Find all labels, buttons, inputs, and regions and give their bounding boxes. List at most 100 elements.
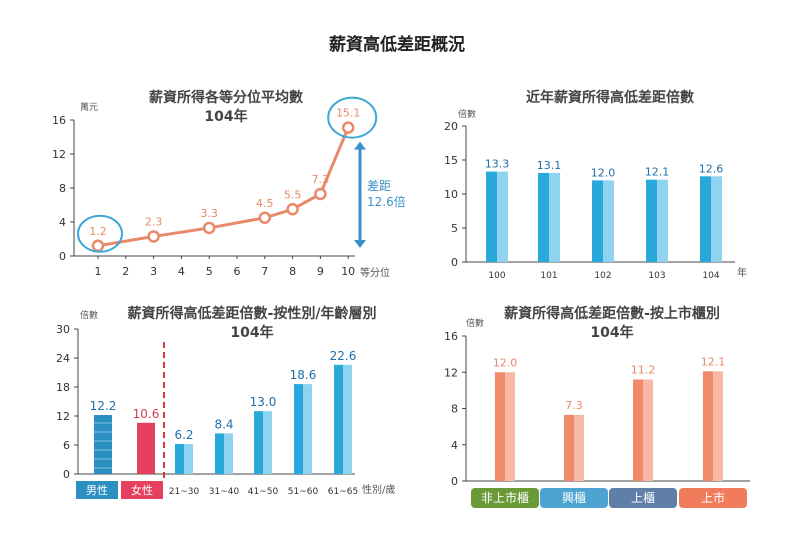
gender-age-bar-chart: 薪資所得高低差距倍數-按性別/年齡層別 104年 倍數 性別/歲 0 6 12 18 2… <box>56 305 395 499</box>
chart3-badge-male-label: 男性 <box>86 483 108 497</box>
chart1-highlight-min <box>77 214 123 253</box>
chart1-y-tick-label: 12 <box>52 148 66 161</box>
chart4-bar-dark <box>633 379 643 481</box>
chart3-x-tick-label: 61~65 <box>328 487 358 497</box>
main-title: 薪資高低差距概況 <box>329 34 465 55</box>
chart4-bar-light <box>643 379 653 481</box>
chart3-y-tick-label: 6 <box>63 439 70 452</box>
chart2-bar <box>700 176 722 262</box>
chart1-highlight-max <box>327 96 378 139</box>
chart4-category-badge: 興櫃 <box>540 488 608 508</box>
chart3-data-label: 12.2 <box>90 399 117 413</box>
chart3-bar-age <box>215 433 233 474</box>
chart2-bar-light <box>497 171 508 262</box>
chart2-bar <box>646 179 668 262</box>
chart4-bar <box>495 372 515 481</box>
chart4-category-badge: 上櫃 <box>609 488 677 508</box>
chart2-y-tick-label: 20 <box>444 120 458 133</box>
chart1-x-tick-label: 7 <box>261 265 268 278</box>
chart4-y-tick-label: 12 <box>444 366 458 379</box>
chart3-bar-age-light <box>303 384 312 474</box>
chart1-gap-arrow-head-bottom <box>354 240 366 248</box>
chart2-data-label: 12.0 <box>591 166 616 179</box>
chart2-x-tick-label: 104 <box>702 271 719 281</box>
chart4-bar-light <box>505 372 515 481</box>
chart3-bar-age-dark <box>334 364 343 474</box>
chart1-annotation-line2: 12.6倍 <box>367 194 406 209</box>
chart2-data-label: 13.3 <box>485 158 510 171</box>
chart3-bar-age-light <box>224 433 233 474</box>
chart1-gap-arrow <box>354 141 366 248</box>
chart2-y-tick-label: 0 <box>451 256 458 269</box>
chart4-bar-light <box>574 414 584 481</box>
chart3-bar-female <box>137 422 155 474</box>
chart1-annotation-line1: 差距 <box>367 179 391 193</box>
chart4-category-badge-bg <box>540 488 608 508</box>
chart3-data-label: 10.6 <box>133 407 160 421</box>
chart2-xlabel: 年 <box>737 266 747 279</box>
chart1-point <box>91 239 105 253</box>
chart1-x-tick-label: 10 <box>341 265 355 278</box>
chart3-bar-age-dark <box>175 444 184 474</box>
chart4-category-badge-bg <box>471 488 539 508</box>
chart3-ylabel: 倍數 <box>80 309 98 321</box>
chart2-bar <box>486 171 508 262</box>
chart1-x-tick-label: 9 <box>317 265 324 278</box>
chart4-category-badge-bg <box>679 488 747 508</box>
chart4-y-tick-label: 0 <box>451 475 458 488</box>
chart3-data-label: 6.2 <box>174 428 193 442</box>
chart4-data-label: 7.3 <box>565 399 583 412</box>
chart1-ylabel: 萬元 <box>80 101 98 113</box>
chart3-y-tick-label: 0 <box>63 468 70 481</box>
chart3-bar-age <box>294 384 312 474</box>
chart3-bar-female-fill <box>137 422 155 474</box>
chart3-bar-age <box>254 411 272 474</box>
chart3-badge-male-bg <box>76 481 118 499</box>
chart3-badge-female-label: 女性 <box>131 483 153 497</box>
chart4-title: 薪資所得高低差距倍數-按上市櫃別 <box>504 305 720 322</box>
chart1-x-tick-label: 5 <box>206 265 213 278</box>
chart3-bar-male <box>94 415 112 474</box>
chart2-y-tick-label: 5 <box>451 222 458 235</box>
chart3-x-tick-label: 41~50 <box>248 487 279 497</box>
chart1-y-tick-label: 0 <box>59 250 66 263</box>
chart4-data-label: 12.1 <box>701 355 726 368</box>
chart4-bar <box>703 371 723 481</box>
chart2-bar-dark <box>700 176 711 262</box>
chart4-category-badge: 非上市櫃 <box>471 488 539 508</box>
chart4-bar-dark <box>564 414 574 481</box>
chart3-data-label: 22.6 <box>330 349 357 363</box>
chart2-bar-light <box>657 179 668 262</box>
chart4-y-tick-label: 8 <box>451 403 458 416</box>
chart2-bar <box>592 180 614 262</box>
chart1-data-label: 4.5 <box>256 197 274 210</box>
chart4-bar-light <box>713 371 723 481</box>
chart2-bar-dark <box>486 171 497 262</box>
chart4-bar-dark <box>703 371 713 481</box>
chart1-xlabel: 等分位 <box>360 266 390 279</box>
chart2-bar-light <box>603 180 614 262</box>
chart3-y-tick-label: 30 <box>56 323 70 336</box>
chart4-category-label: 上市 <box>701 490 725 505</box>
chart4-subtitle: 104年 <box>590 324 633 341</box>
chart1-data-label: 5.5 <box>284 188 302 201</box>
chart1-title: 薪資所得各等分位平均數 <box>149 89 303 106</box>
chart3-x-tick-label: 21~30 <box>169 487 200 497</box>
chart1-x-tick-label: 8 <box>289 265 296 278</box>
listing-type-bar-chart: 薪資所得高低差距倍數-按上市櫃別 104年 倍數 0 4 8 12 16 12.0 非上市櫃… <box>444 305 750 508</box>
chart1-point <box>202 221 216 235</box>
chart4-y-tick-label: 4 <box>451 439 458 452</box>
chart1-data-label: 3.3 <box>200 207 218 220</box>
chart1-gap-arrow-head-top <box>354 141 366 150</box>
chart2-bar-dark <box>646 179 657 262</box>
chart3-data-label: 13.0 <box>250 395 277 409</box>
chart2-y-tick-label: 10 <box>444 188 458 201</box>
chart1-x-tick-label: 3 <box>150 265 157 278</box>
chart4-y-tick-label: 16 <box>444 330 458 343</box>
chart2-x-tick-label: 103 <box>648 271 665 281</box>
chart2-bar-dark <box>538 172 549 262</box>
chart1-point <box>286 203 299 216</box>
chart2-data-label: 12.1 <box>645 166 670 179</box>
chart1-series-line <box>97 127 350 248</box>
